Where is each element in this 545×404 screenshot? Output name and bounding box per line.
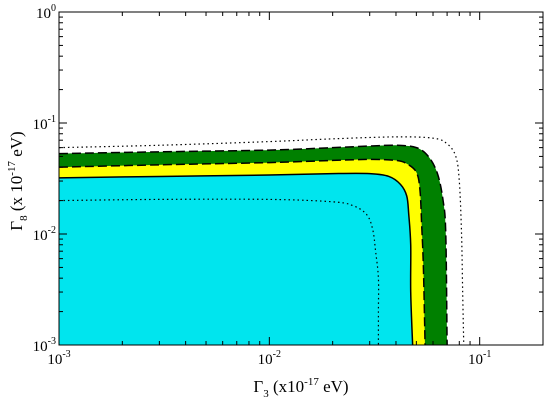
ticks-layer: 10-3 10-2 10-1 10-3 10-2 10-1 100 [33,3,544,368]
plot-frame [58,11,544,346]
regions-layer [58,144,448,346]
region-inner-boundary [58,172,414,346]
x-tick-label: 10-3 [47,349,70,368]
contours-layer [58,136,465,346]
y-axis-title: Γ8 (x 10-17 eV) [6,131,30,230]
y-tick-label: 10-2 [33,225,56,244]
y-tick-label: 10-3 [33,336,56,355]
x-axis-title: Γ3 (x10-17 eV) [253,376,348,400]
y-tick-label: 100 [36,3,56,22]
region-inner [59,173,413,345]
x-tick-label: 10-1 [468,349,491,368]
region-middle-boundary [58,158,426,346]
x-tick-label: 10-2 [258,349,281,368]
region-outer-boundary [58,144,448,346]
y-tick-label: 10-1 [33,114,56,133]
contour-inner-dotted [58,198,380,345]
